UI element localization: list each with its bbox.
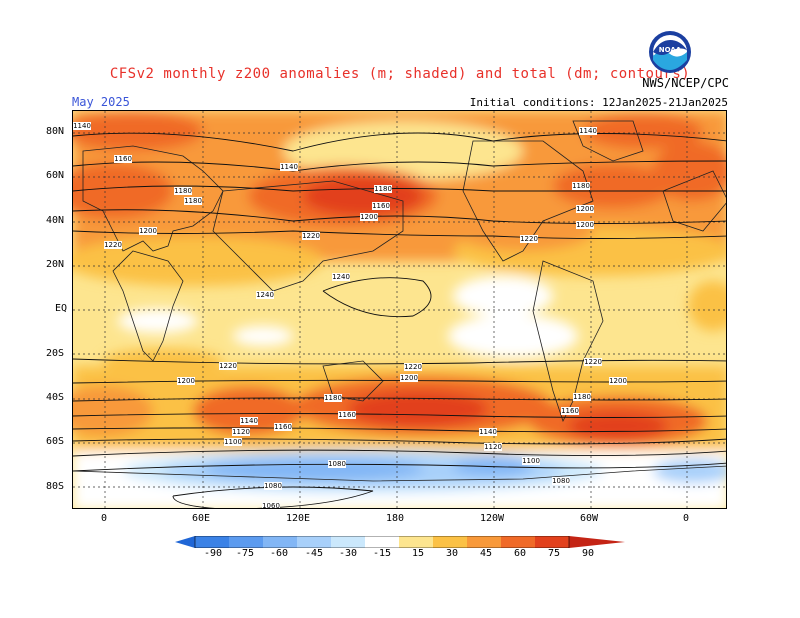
contour-label: 1080	[264, 482, 282, 490]
colorbar-label: -15	[373, 548, 392, 559]
colorbar-label: -90	[204, 548, 223, 559]
contour-label: 1140	[73, 122, 91, 130]
contour-label: 1060	[262, 502, 280, 509]
contour-label: 1200	[576, 221, 594, 229]
contour-label: 1180	[174, 187, 192, 195]
contour-label: 1180	[573, 393, 591, 401]
contour-label: 1100	[522, 457, 540, 465]
contour-label: 1200	[576, 205, 594, 213]
lat-label: 20S	[46, 348, 65, 359]
agency-label: NWS/NCEP/CPC	[642, 76, 729, 90]
contour-label: 1220	[520, 235, 538, 243]
lat-label: 60N	[46, 170, 65, 181]
colorbar	[175, 536, 625, 548]
colorbar-label: 15	[412, 548, 425, 559]
colorbar-segment	[501, 536, 535, 548]
contour-label: 1160	[372, 202, 390, 210]
contour-label: 1220	[302, 232, 320, 240]
colorbar-label: 60	[514, 548, 527, 559]
contour-label: 1100	[224, 438, 242, 446]
contour-label: 1220	[584, 358, 602, 366]
colorbar-segment	[365, 536, 399, 548]
lon-label: 120W	[480, 513, 505, 524]
lat-label: 40N	[46, 215, 65, 226]
lat-label: EQ	[55, 303, 68, 314]
lat-label: 60S	[46, 436, 65, 447]
contour-label: 1160	[338, 411, 356, 419]
contour-label: 1220	[219, 362, 237, 370]
colorbar-label: -30	[339, 548, 358, 559]
lon-label: 180	[386, 513, 405, 524]
contour-label-group: 1140 1160 1180 1200 1220 1140 1180 1160 …	[73, 122, 627, 509]
colorbar-label: -60	[270, 548, 289, 559]
colorbar-segment	[433, 536, 467, 548]
contour-label: 1140	[240, 417, 258, 425]
contour-label: 1160	[114, 155, 132, 163]
lon-label: 0	[101, 513, 108, 524]
colorbar-segment	[195, 536, 229, 548]
contour-label: 1220	[104, 241, 122, 249]
anomaly-map: 1140 1160 1180 1200 1220 1140 1180 1160 …	[73, 111, 726, 509]
contour-label: 1220	[404, 363, 422, 371]
colorbar-label: 30	[446, 548, 459, 559]
contour-label: 1140	[579, 127, 597, 135]
colorbar-segment	[175, 536, 195, 548]
contour-label: 1160	[561, 407, 579, 415]
colorbar-segment	[569, 536, 625, 548]
lat-label: 20N	[46, 259, 65, 270]
contour-label: 1180	[374, 185, 392, 193]
colorbar-segment	[535, 536, 569, 548]
lat-label: 40S	[46, 392, 65, 403]
forecast-month: May 2025	[72, 95, 130, 109]
contour-label: 1140	[479, 428, 497, 436]
contour-label: 1200	[139, 227, 157, 235]
contour-label: 1180	[324, 394, 342, 402]
lat-label: 80N	[46, 126, 65, 137]
contour-label: 1120	[232, 428, 250, 436]
height-contours	[73, 132, 726, 508]
colorbar-label: 75	[548, 548, 561, 559]
colorbar-segment	[297, 536, 331, 548]
noaa-logo-text: NOAA	[659, 46, 682, 54]
contour-label: 1160	[274, 423, 292, 431]
map-panel: 1140 1160 1180 1200 1220 1140 1180 1160 …	[72, 110, 727, 509]
contour-label: 1200	[360, 213, 378, 221]
contour-label: 1140	[280, 163, 298, 171]
colorbar-label: 45	[480, 548, 493, 559]
lat-label: 80S	[46, 481, 65, 492]
colorbar-segment	[467, 536, 501, 548]
contour-label: 1200	[609, 377, 627, 385]
noaa-logo: NOAA	[649, 31, 691, 73]
contour-label: 1120	[484, 443, 502, 451]
map-title: CFSv2 monthly z200 anomalies (m; shaded)…	[109, 66, 691, 82]
colorbar-label: -75	[236, 548, 255, 559]
contour-label: 1240	[332, 273, 350, 281]
lon-label: 60W	[580, 513, 599, 524]
contour-label: 1180	[184, 197, 202, 205]
contour-label: 1080	[552, 477, 570, 485]
colorbar-segment	[331, 536, 365, 548]
colorbar-segment	[263, 536, 297, 548]
colorbar-label: 90	[582, 548, 595, 559]
colorbar-segment	[399, 536, 433, 548]
lon-label: 120E	[286, 513, 311, 524]
contour-label: 1200	[400, 374, 418, 382]
contour-label: 1080	[328, 460, 346, 468]
colorbar-segment	[229, 536, 263, 548]
colorbar-label: -45	[305, 548, 324, 559]
contour-label: 1240	[256, 291, 274, 299]
contour-label: 1180	[572, 182, 590, 190]
initial-conditions: Initial conditions: 12Jan2025-21Jan2025	[469, 96, 728, 109]
contour-label: 1200	[177, 377, 195, 385]
lon-label: 60E	[192, 513, 211, 524]
lon-label: 0	[683, 513, 690, 524]
